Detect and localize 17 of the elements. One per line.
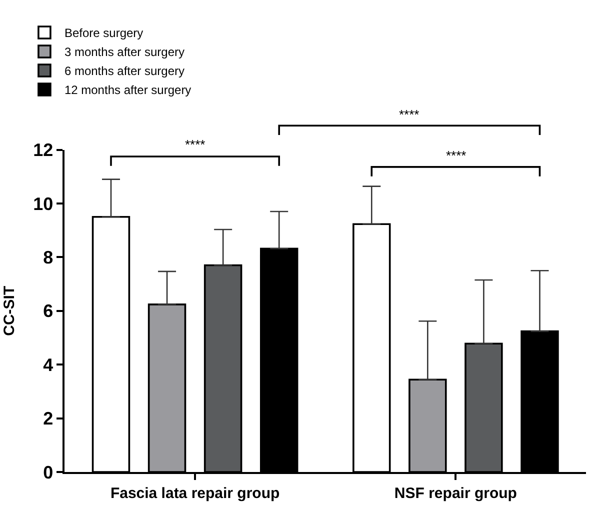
annotation: **** — [185, 137, 206, 152]
legend-label: Before surgery — [64, 26, 144, 40]
legend-label: 6 months after surgery — [64, 64, 185, 78]
y-tick-label: 6 — [43, 301, 54, 322]
y-axis-title: CC-SIT — [0, 286, 18, 336]
y-tick-label: 12 — [33, 140, 54, 160]
legend-label: 12 months after surgery — [64, 83, 192, 98]
y-tick-label: 4 — [43, 354, 54, 375]
y-tick-label: 8 — [43, 247, 54, 268]
text: **** — [399, 107, 420, 122]
y-tick-label: 2 — [43, 408, 54, 429]
x-tick-label: Fascia lata repair group — [110, 485, 280, 502]
y-tick-label: 10 — [33, 194, 54, 214]
legend-label: 3 months after surgery — [64, 45, 185, 60]
y-tick-label: 0 — [43, 462, 54, 482]
x-tick-label: NSF repair group — [394, 485, 517, 502]
annotation: **** — [446, 148, 466, 163]
